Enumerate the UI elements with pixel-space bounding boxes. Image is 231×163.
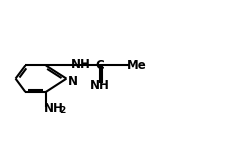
- Text: NH: NH: [90, 79, 109, 92]
- Text: NH: NH: [44, 102, 64, 115]
- Text: C: C: [96, 59, 104, 72]
- Text: Me: Me: [127, 59, 147, 72]
- Text: 2: 2: [60, 106, 66, 115]
- Text: NH: NH: [71, 58, 91, 71]
- Text: N: N: [68, 75, 78, 88]
